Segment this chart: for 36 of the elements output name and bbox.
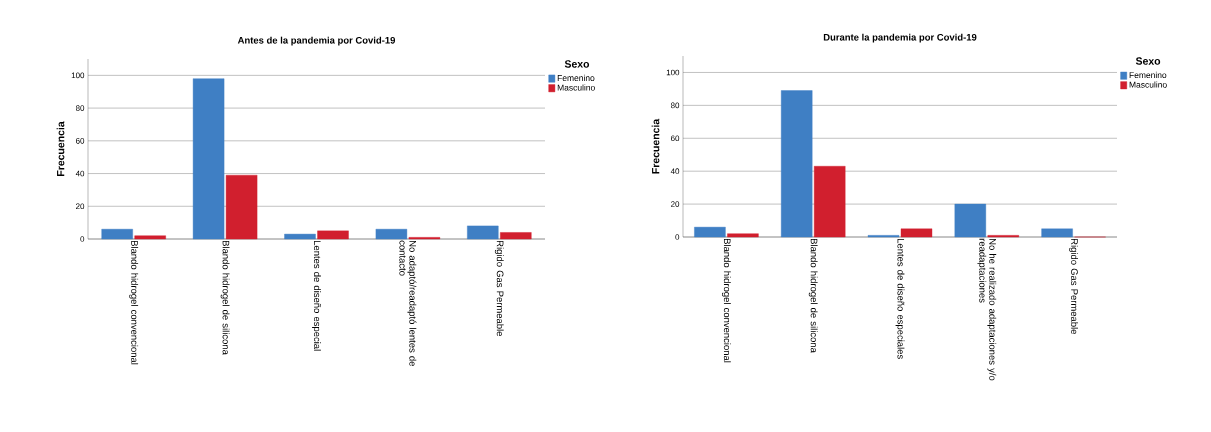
x-tick-label: Rigido Gas Permeable [1069,238,1079,335]
x-tick-label: Blando hidrogel de silicona [808,238,818,353]
x-tick-label: Blando hidrogel convencional [129,240,139,365]
bar [225,174,258,240]
y-axis-title: Frecuencia [651,118,660,174]
bar [694,226,726,238]
bar [375,228,408,240]
legend-title: Sexo [1135,57,1161,65]
bar [284,233,316,240]
x-tick-label: Lentes de diseño especial [312,240,321,351]
chart-title: Durante la pandemia por Covid-19 [823,33,977,43]
legend-label: Femenino [557,74,595,82]
bar [954,203,987,238]
x-tick-label: Blando hidrogel convencional [721,238,731,363]
x-tick-label: No he realizado adaptaciones y/o readaptaciones [977,238,997,381]
bar [101,228,133,240]
bar [781,90,813,238]
bar [814,166,846,238]
bar [134,235,166,240]
legend-label: Masculino [557,84,595,91]
legend-title: Sexo [564,60,590,68]
bar [317,230,349,240]
legend-label: Femenino [1129,71,1167,79]
x-tick-label: Blando hidrogel de silicona [220,240,230,355]
bar [900,228,933,238]
bar [467,225,499,240]
bar [500,232,532,240]
bar [192,78,225,240]
x-tick-label: Lentes de diseño especiales [895,238,905,359]
x-tick-label: Rigido Gas Permeable [494,240,504,337]
x-tick-label: No adaptó/readaptó lentes de contacto [399,240,417,367]
y-axis-title: Frecuencia [56,121,65,176]
chart-title: Antes de la pandemia por Covid-19 [237,36,396,46]
bar [1041,228,1073,238]
legend-label: Masculino [1129,81,1167,88]
bar [727,233,759,238]
